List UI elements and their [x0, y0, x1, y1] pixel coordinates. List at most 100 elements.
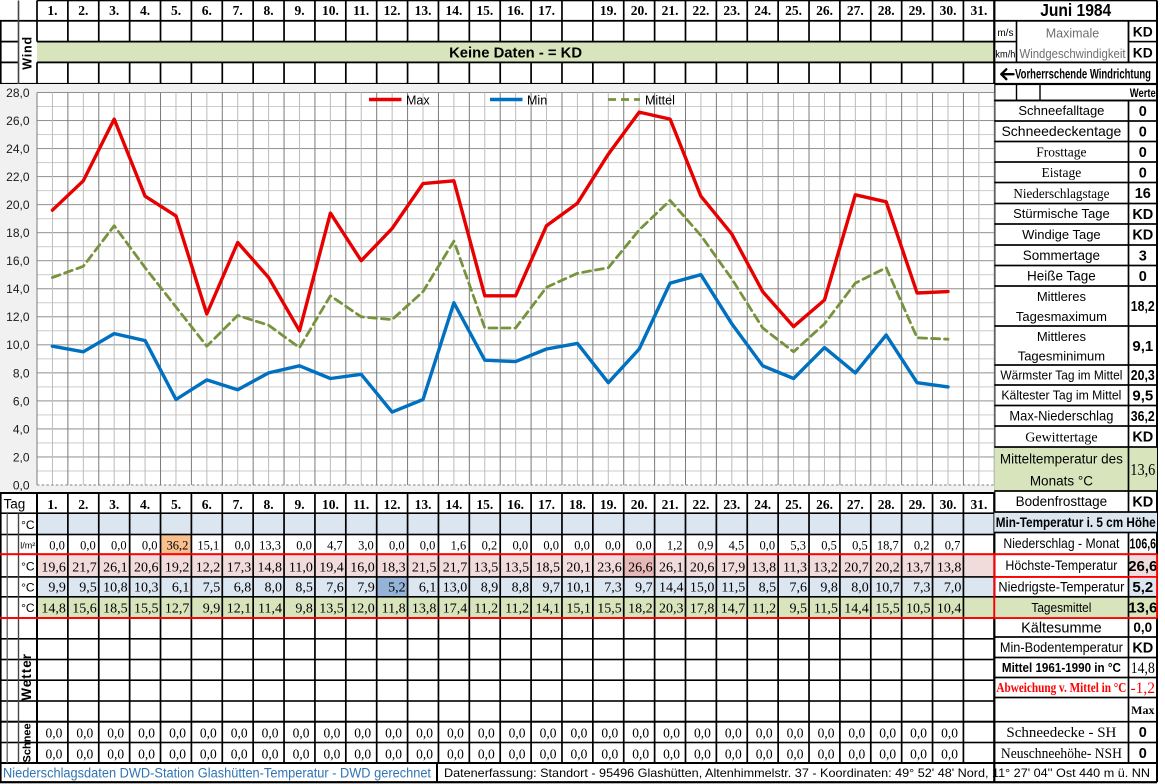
svg-text:Wind: Wind — [20, 36, 34, 70]
svg-text:7,6: 7,6 — [326, 581, 344, 596]
svg-text:Juni 1984: Juni 1984 — [1040, 0, 1111, 20]
svg-text:11.: 11. — [353, 3, 369, 18]
svg-text:30.: 30. — [940, 3, 957, 18]
svg-text:18,7: 18,7 — [877, 539, 899, 553]
svg-text:22.: 22. — [692, 3, 709, 18]
svg-text:Tagesmaximum: Tagesmaximum — [1016, 309, 1107, 324]
svg-text:9,8: 9,8 — [820, 581, 838, 596]
svg-text:0,0: 0,0 — [49, 539, 65, 553]
svg-text:12,1: 12,1 — [227, 602, 252, 617]
svg-text:21,7: 21,7 — [72, 561, 97, 576]
svg-text:6,8: 6,8 — [234, 581, 252, 596]
svg-text:0,0: 0,0 — [756, 746, 773, 761]
svg-text:14.: 14. — [445, 3, 462, 18]
svg-text:m/s: m/s — [997, 28, 1013, 39]
svg-text:20,0: 20,0 — [6, 198, 30, 212]
svg-text:7,6: 7,6 — [790, 581, 808, 596]
svg-text:26,6: 26,6 — [1128, 558, 1157, 575]
svg-text:11,2: 11,2 — [474, 602, 498, 617]
svg-text:0,0: 0,0 — [759, 539, 775, 553]
svg-text:0,0: 0,0 — [76, 746, 93, 761]
svg-text:13,5: 13,5 — [319, 602, 344, 617]
svg-text:7,3: 7,3 — [913, 581, 931, 596]
svg-text:19,6: 19,6 — [41, 561, 66, 576]
svg-text:16,0: 16,0 — [6, 254, 30, 268]
svg-text:KD: KD — [1132, 640, 1153, 656]
svg-text:31.: 31. — [970, 497, 987, 512]
svg-text:10,8: 10,8 — [103, 581, 128, 596]
svg-text:21,5: 21,5 — [412, 561, 437, 576]
svg-text:4,5: 4,5 — [729, 539, 745, 553]
svg-text:0,0: 0,0 — [509, 726, 526, 741]
svg-text:11,5: 11,5 — [814, 602, 838, 617]
svg-text:0,0: 0,0 — [200, 746, 217, 761]
svg-text:11,8: 11,8 — [382, 602, 406, 617]
svg-text:0,5: 0,5 — [852, 539, 868, 553]
svg-text:0,0: 0,0 — [540, 746, 557, 761]
svg-text:0,0: 0,0 — [296, 539, 312, 553]
svg-text:5,2: 5,2 — [388, 581, 406, 596]
svg-text:1,2: 1,2 — [667, 539, 683, 553]
svg-text:9,8: 9,8 — [295, 602, 313, 617]
svg-text:5,2: 5,2 — [1132, 579, 1153, 596]
svg-text:20,7: 20,7 — [844, 561, 869, 576]
svg-text:6,1: 6,1 — [419, 581, 437, 596]
svg-text:KD: KD — [1132, 207, 1153, 223]
svg-text:18,0: 18,0 — [6, 226, 30, 240]
svg-text:16.: 16. — [507, 497, 524, 512]
svg-text:36,2: 36,2 — [167, 539, 189, 553]
svg-text:°C: °C — [21, 518, 35, 532]
svg-text:0,0: 0,0 — [354, 726, 371, 741]
svg-text:12,0: 12,0 — [350, 602, 375, 617]
svg-text:18,2: 18,2 — [1131, 298, 1155, 315]
svg-text:0: 0 — [1139, 165, 1147, 181]
svg-text:17,9: 17,9 — [721, 561, 746, 576]
svg-text:0,0: 0,0 — [45, 746, 62, 761]
svg-text:0,0: 0,0 — [848, 726, 865, 741]
svg-text:0,0: 0,0 — [725, 746, 742, 761]
svg-text:0,0: 0,0 — [910, 726, 927, 741]
svg-text:Niederschlagsdaten DWD-Station: Niederschlagsdaten DWD-Station Glashütte… — [3, 766, 431, 781]
svg-text:9,5: 9,5 — [790, 602, 808, 617]
svg-text:13,6: 13,6 — [1128, 600, 1157, 617]
svg-text:29.: 29. — [909, 497, 926, 512]
svg-text:12,7: 12,7 — [165, 602, 190, 617]
svg-text:Kältesumme: Kältesumme — [1021, 620, 1102, 636]
svg-text:0: 0 — [1139, 725, 1147, 741]
svg-text:0,0: 0,0 — [76, 726, 93, 741]
svg-text:0,0: 0,0 — [293, 746, 310, 761]
svg-text:26.: 26. — [816, 3, 833, 18]
svg-text:16: 16 — [1135, 186, 1151, 202]
svg-text:10,4: 10,4 — [937, 602, 962, 617]
svg-text:1.: 1. — [47, 3, 57, 18]
svg-text:13,5: 13,5 — [505, 561, 530, 576]
svg-text:15,6: 15,6 — [72, 602, 97, 617]
svg-text:KD: KD — [1133, 25, 1153, 40]
svg-text:14,8: 14,8 — [258, 561, 283, 576]
svg-text:0,0: 0,0 — [663, 726, 680, 741]
svg-text:13,6: 13,6 — [1130, 460, 1155, 479]
svg-text:Windgeschwindigkeit: Windgeschwindigkeit — [1020, 47, 1126, 61]
svg-text:20,1: 20,1 — [566, 561, 591, 576]
svg-text:20,6: 20,6 — [690, 561, 715, 576]
svg-text:19,2: 19,2 — [165, 561, 190, 576]
svg-text:0,0: 0,0 — [447, 726, 464, 741]
svg-text:23.: 23. — [723, 497, 740, 512]
svg-text:10,7: 10,7 — [875, 581, 900, 596]
svg-text:2.: 2. — [78, 3, 88, 18]
svg-text:0,0: 0,0 — [107, 726, 124, 741]
svg-text:17,4: 17,4 — [443, 602, 468, 617]
svg-text:0: 0 — [1139, 145, 1147, 161]
svg-text:6,1: 6,1 — [172, 581, 190, 596]
svg-text:0: 0 — [1139, 124, 1147, 140]
svg-text:KD: KD — [1132, 430, 1153, 446]
svg-text:13,8: 13,8 — [937, 561, 962, 576]
svg-text:13.: 13. — [415, 497, 432, 512]
svg-text:7,5: 7,5 — [203, 581, 221, 596]
svg-text:7.: 7. — [233, 497, 243, 512]
svg-text:4,0: 4,0 — [13, 422, 30, 436]
svg-text:13.: 13. — [415, 3, 432, 18]
svg-text:28.: 28. — [878, 3, 895, 18]
svg-text:3: 3 — [1139, 248, 1147, 264]
svg-text:KD: KD — [1132, 228, 1153, 244]
